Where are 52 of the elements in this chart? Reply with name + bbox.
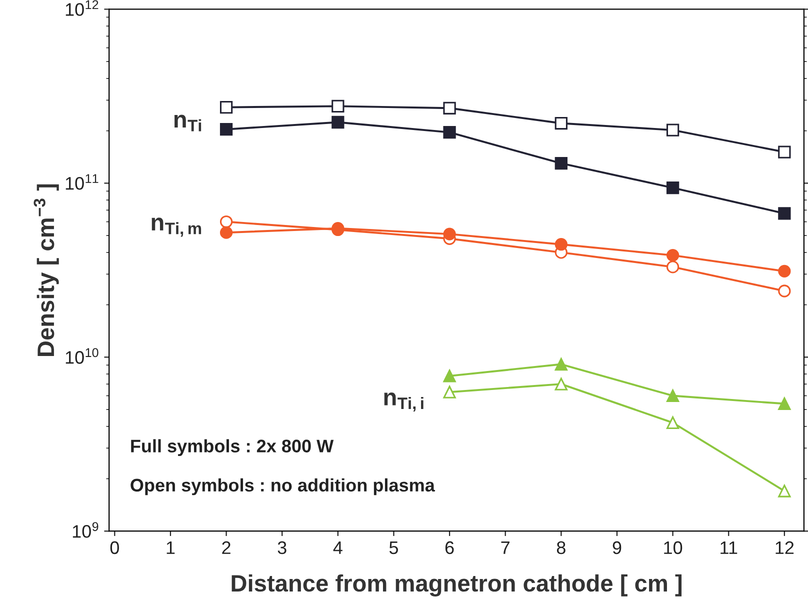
point	[332, 116, 344, 129]
x-tick-label: 9	[612, 541, 622, 554]
annotation: n$_{Ti,m}$	[152, 218, 202, 237]
point	[666, 416, 680, 430]
point	[443, 370, 456, 382]
point	[554, 116, 568, 130]
x-axis-title: Distance from magnetron cathode [ cm ]	[232, 574, 682, 596]
point	[443, 228, 456, 240]
x-tick-label: 7	[501, 541, 510, 554]
annotation: Full symbols : 2x 800 W	[131, 439, 334, 456]
x-tick-label: 2	[222, 541, 230, 554]
annotation: n$_{Ti}$	[174, 114, 202, 132]
y-tick-label: 10$^{9}$	[72, 522, 98, 538]
x-tick-label: 8	[556, 541, 566, 554]
point	[666, 260, 680, 274]
x-tick-label: 1	[166, 541, 175, 554]
point	[220, 100, 233, 114]
point	[443, 386, 456, 398]
point	[443, 126, 456, 139]
x-tick-label: 3	[278, 541, 286, 554]
point	[220, 226, 233, 239]
point	[778, 484, 791, 498]
point	[220, 122, 233, 136]
point	[666, 389, 680, 402]
y-tick-label: 10$^{12}$	[66, 0, 98, 16]
x-tick-label: 0	[110, 541, 119, 554]
y-axis-title: Density [ cm$^{−3}$ ]	[34, 184, 59, 356]
point	[554, 378, 568, 390]
point	[778, 284, 791, 298]
point	[778, 264, 791, 278]
point	[220, 215, 233, 228]
annotation: n$_{Ti,i}$	[384, 392, 424, 412]
point	[666, 248, 680, 262]
point	[666, 182, 680, 194]
annotation: Open symbols : no addition plasma	[130, 478, 436, 496]
point	[778, 207, 791, 220]
point	[554, 238, 568, 251]
point	[666, 124, 680, 136]
point	[332, 100, 344, 113]
y-tick-label: 10$^{10}$	[66, 348, 98, 364]
x-tick-label: 12	[776, 541, 794, 554]
point	[554, 358, 568, 371]
point	[778, 146, 791, 158]
y-tick-label: 10$^{11}$	[66, 174, 98, 190]
point	[443, 102, 456, 114]
x-tick-label: 10	[664, 541, 682, 554]
x-tick-label: 4	[333, 541, 342, 554]
point	[554, 157, 568, 170]
point	[778, 397, 791, 410]
x-tick-label: 11	[720, 541, 738, 554]
x-tick-label: 6	[445, 541, 454, 554]
x-tick-label: 5	[389, 541, 398, 554]
